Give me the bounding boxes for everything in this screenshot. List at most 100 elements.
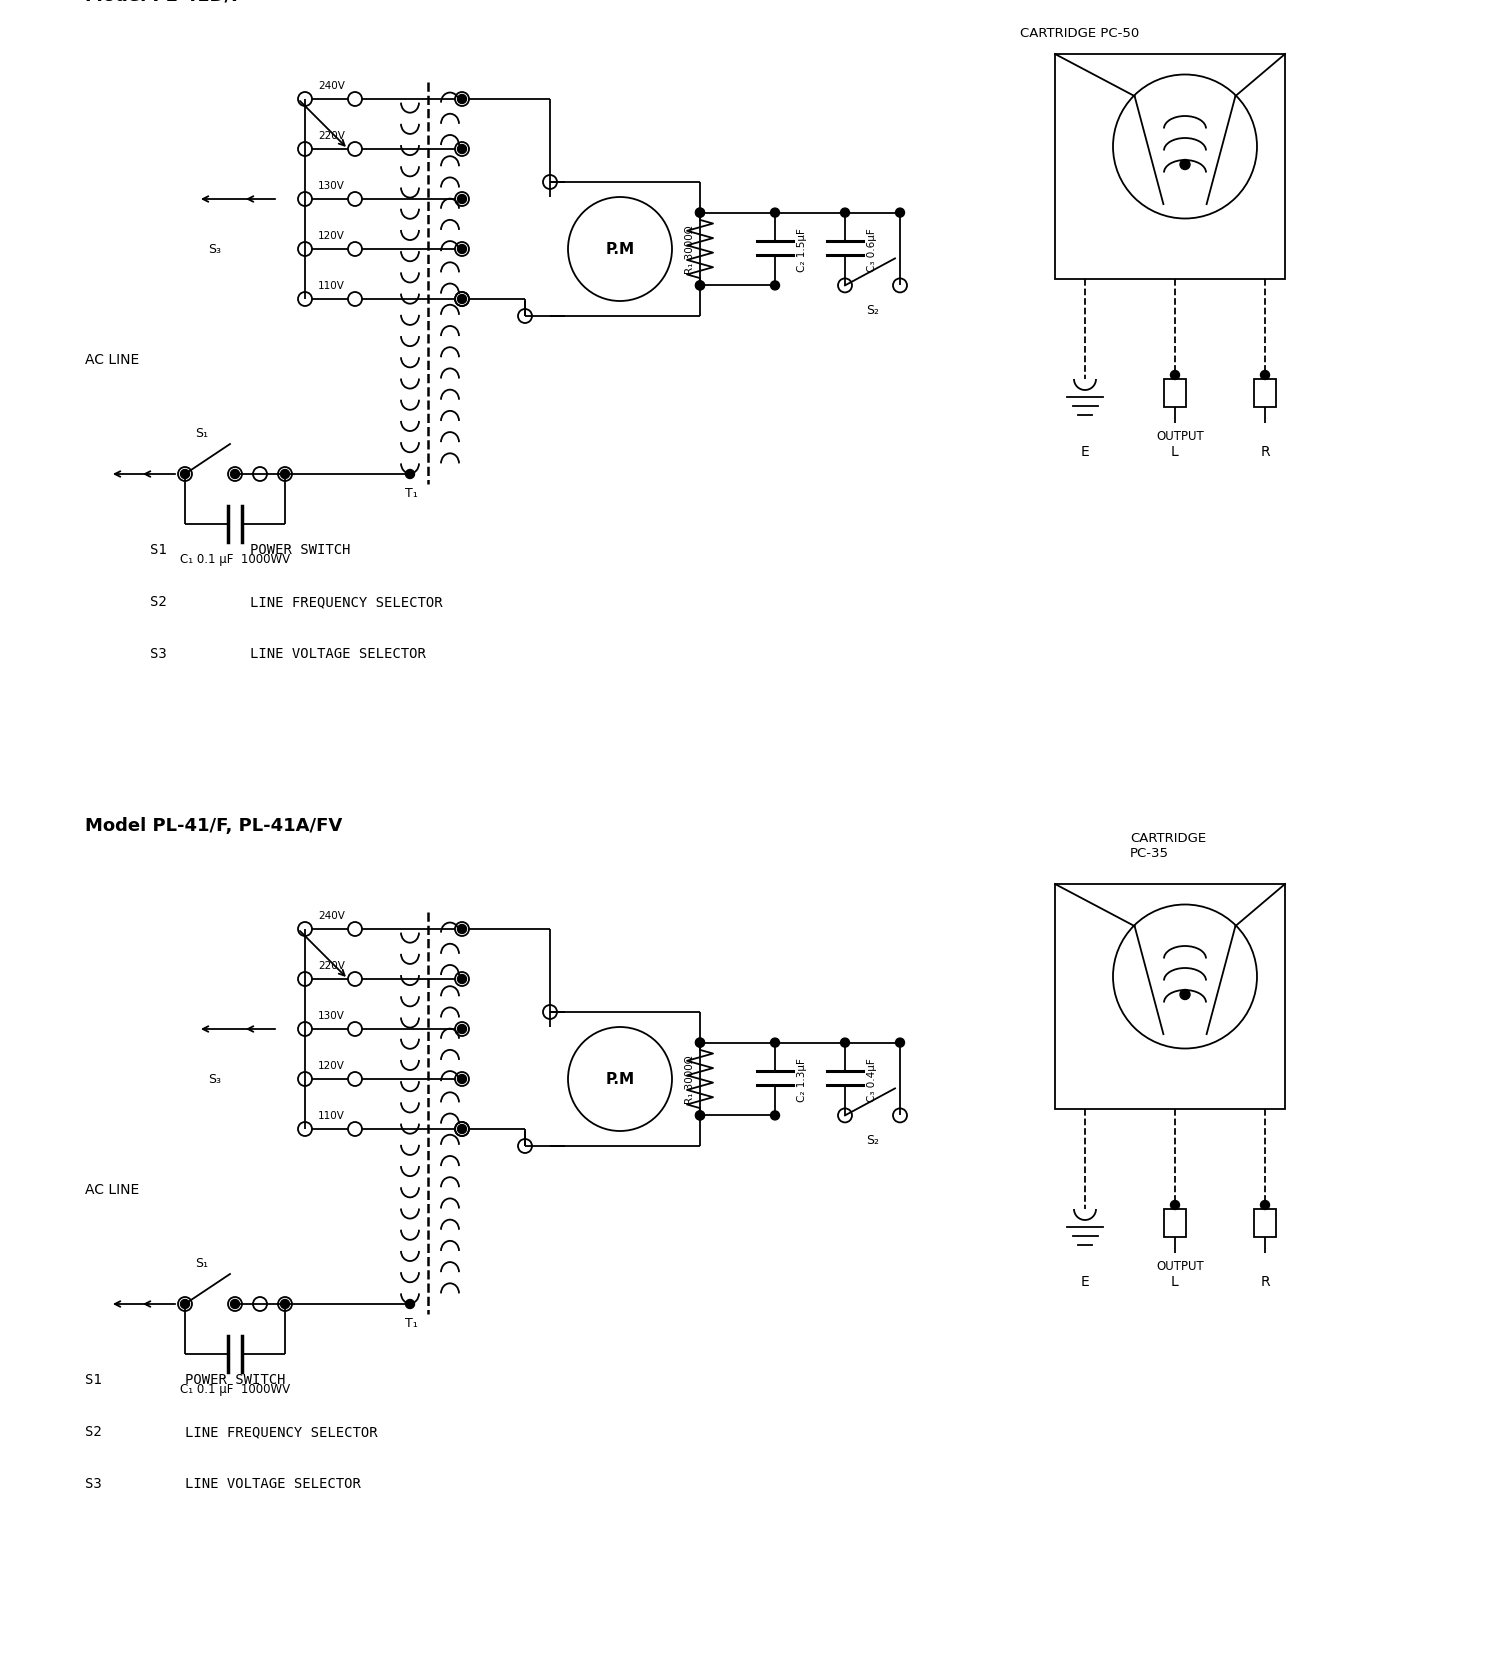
Circle shape: [696, 210, 705, 218]
Circle shape: [458, 195, 466, 205]
Text: R₁ 3000Ω: R₁ 3000Ω: [686, 1055, 694, 1103]
Text: L: L: [1172, 444, 1179, 459]
Text: 110V: 110V: [318, 1110, 345, 1120]
Circle shape: [1260, 371, 1269, 381]
Text: R₁ 3000Ω: R₁ 3000Ω: [686, 226, 694, 275]
Circle shape: [458, 145, 466, 155]
Circle shape: [771, 1038, 780, 1047]
Text: 120V: 120V: [318, 231, 345, 241]
Text: T₁: T₁: [405, 1316, 417, 1330]
Circle shape: [280, 1300, 290, 1308]
Text: C₂ 1.5μF: C₂ 1.5μF: [796, 228, 807, 271]
Text: C₃ 0.4μF: C₃ 0.4μF: [867, 1058, 877, 1102]
Text: Model PL-41/F, PL-41A/FV: Model PL-41/F, PL-41A/FV: [86, 817, 342, 835]
Circle shape: [458, 975, 466, 983]
Text: LINE FREQUENCY SELECTOR: LINE FREQUENCY SELECTOR: [184, 1424, 378, 1438]
Circle shape: [458, 925, 466, 934]
Text: R: R: [1260, 444, 1270, 459]
Text: E: E: [1080, 444, 1089, 459]
Circle shape: [696, 1038, 705, 1047]
Text: S₃: S₃: [209, 243, 222, 256]
Circle shape: [1170, 371, 1179, 381]
Text: 240V: 240V: [318, 82, 345, 92]
Text: S₁: S₁: [195, 426, 208, 439]
Text: 240V: 240V: [318, 910, 345, 920]
Circle shape: [458, 95, 466, 105]
Text: S1: S1: [86, 1373, 102, 1386]
Text: CARTRIDGE PC-50: CARTRIDGE PC-50: [1020, 27, 1140, 40]
Text: AC LINE: AC LINE: [86, 1183, 140, 1196]
Circle shape: [180, 1300, 189, 1308]
Circle shape: [1260, 1201, 1269, 1210]
Circle shape: [696, 1112, 705, 1120]
Text: LINE FREQUENCY SELECTOR: LINE FREQUENCY SELECTOR: [251, 594, 442, 609]
Text: L: L: [1172, 1275, 1179, 1288]
Text: S3: S3: [86, 1476, 102, 1489]
Text: LINE VOLTAGE SELECTOR: LINE VOLTAGE SELECTOR: [251, 647, 426, 661]
Text: S₂: S₂: [865, 1133, 879, 1146]
Text: E: E: [1080, 1275, 1089, 1288]
Circle shape: [771, 281, 780, 291]
Text: C₁ 0.1 μF  1000WV: C₁ 0.1 μF 1000WV: [180, 552, 290, 566]
Text: C₂ 1.3μF: C₂ 1.3μF: [796, 1057, 807, 1102]
Text: P.M: P.M: [606, 243, 634, 258]
Circle shape: [696, 210, 705, 218]
Text: CARTRIDGE
PC-35: CARTRIDGE PC-35: [1130, 832, 1206, 860]
Circle shape: [458, 1125, 466, 1133]
Text: C₃ 0.6μF: C₃ 0.6μF: [867, 228, 877, 271]
Bar: [1254, 379, 1276, 408]
Text: 130V: 130V: [318, 181, 345, 191]
Text: LINE VOLTAGE SELECTOR: LINE VOLTAGE SELECTOR: [184, 1476, 362, 1489]
Bar: [1164, 1210, 1186, 1238]
Circle shape: [458, 1075, 466, 1083]
Bar: [1054, 55, 1286, 280]
Text: OUTPUT: OUTPUT: [1156, 1260, 1204, 1273]
Text: R: R: [1260, 1275, 1270, 1288]
Circle shape: [840, 1038, 849, 1047]
Circle shape: [771, 210, 780, 218]
Bar: [1254, 1210, 1276, 1238]
Text: Model PL-41D/F: Model PL-41D/F: [86, 0, 243, 5]
Text: S₂: S₂: [865, 305, 879, 318]
Text: 120V: 120V: [318, 1060, 345, 1070]
Circle shape: [696, 281, 705, 291]
Circle shape: [231, 471, 240, 479]
Circle shape: [405, 1300, 414, 1308]
Circle shape: [696, 281, 705, 291]
Circle shape: [231, 1300, 240, 1308]
Circle shape: [458, 1025, 466, 1033]
Text: 130V: 130V: [318, 1010, 345, 1020]
Circle shape: [771, 1112, 780, 1120]
Circle shape: [458, 245, 466, 255]
Text: 220V: 220V: [318, 131, 345, 141]
Circle shape: [696, 1038, 705, 1047]
Circle shape: [896, 1038, 904, 1047]
Bar: [1164, 379, 1186, 408]
Circle shape: [405, 471, 414, 479]
Text: POWER SWITCH: POWER SWITCH: [251, 542, 351, 557]
Text: OUTPUT: OUTPUT: [1156, 429, 1204, 443]
Text: AC LINE: AC LINE: [86, 353, 140, 366]
Text: C₁ 0.1 μF  1000WV: C₁ 0.1 μF 1000WV: [180, 1383, 290, 1394]
Circle shape: [458, 295, 466, 305]
Text: S1: S1: [150, 542, 166, 557]
Circle shape: [840, 210, 849, 218]
Text: 220V: 220V: [318, 960, 345, 970]
Circle shape: [896, 210, 904, 218]
Text: P.M: P.M: [606, 1072, 634, 1087]
Circle shape: [696, 1112, 705, 1120]
Text: S₃: S₃: [209, 1073, 222, 1087]
Circle shape: [1170, 1201, 1179, 1210]
Text: 110V: 110V: [318, 281, 345, 291]
Circle shape: [1180, 160, 1190, 170]
Text: POWER SWITCH: POWER SWITCH: [184, 1373, 285, 1386]
Circle shape: [1180, 990, 1190, 1000]
Text: S₁: S₁: [195, 1256, 208, 1270]
Circle shape: [180, 471, 189, 479]
Text: T₁: T₁: [405, 486, 417, 499]
Text: S2: S2: [86, 1424, 102, 1438]
Bar: [1054, 885, 1286, 1110]
Text: S2: S2: [150, 594, 166, 609]
Text: S3: S3: [150, 647, 166, 661]
Circle shape: [280, 471, 290, 479]
